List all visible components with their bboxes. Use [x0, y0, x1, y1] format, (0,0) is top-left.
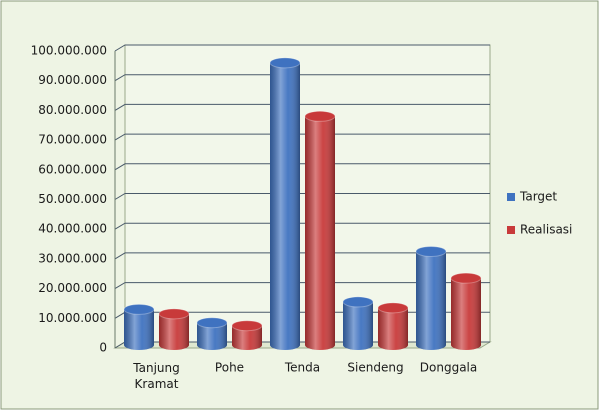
grid-line [114, 252, 490, 260]
y-tick-label: 100.000.000 [31, 44, 107, 58]
bar-top [123, 303, 155, 315]
x-tick-label: Siendeng [347, 361, 403, 375]
y-tick-label: 30.000.000 [38, 251, 107, 265]
bar-shade [270, 62, 300, 350]
bar-shade [378, 307, 408, 350]
legend-label: Realisasi [520, 223, 572, 237]
y-tick-label: 10.000.000 [38, 311, 107, 325]
x-tick-label: Tenda [284, 361, 320, 375]
grid-line [114, 282, 490, 290]
y-tick-label: 70.000.000 [38, 133, 107, 147]
legend-label: Target [519, 190, 557, 204]
grid-line [114, 163, 490, 171]
y-tick-label: 0 [99, 341, 107, 355]
y-tick-label: 60.000.000 [38, 162, 107, 176]
grid-line [114, 103, 490, 111]
bar-top [450, 272, 482, 284]
bar-shade [197, 322, 227, 350]
bar-shade [305, 116, 335, 350]
bar-shade [232, 325, 262, 350]
x-tick-label-line: Tanjung [132, 361, 179, 375]
x-tick-label: Tanjung Kramat [132, 361, 179, 391]
grid-line [114, 133, 490, 141]
bar-top [415, 245, 447, 257]
bar-top [196, 317, 228, 329]
y-tick-label: 20.000.000 [38, 281, 107, 295]
bar-shade [451, 278, 481, 350]
bar-top [304, 110, 336, 122]
grid-line [114, 44, 490, 52]
legend-swatch [507, 226, 515, 234]
bar-shade [124, 309, 154, 350]
y-tick-label: 40.000.000 [38, 222, 107, 236]
legend-swatch [507, 193, 515, 201]
y-tick-label: 90.000.000 [38, 73, 107, 87]
x-tick-label: Donggala [420, 361, 477, 375]
y-tick-label: 80.000.000 [38, 103, 107, 117]
grid-line [114, 222, 490, 230]
x-tick-label: Pohe [215, 361, 244, 375]
bar-top [158, 308, 190, 320]
bar-top [342, 296, 374, 308]
bar-shade [416, 251, 446, 350]
bar-top [231, 320, 263, 332]
bar-shade [343, 301, 373, 350]
grid-line [114, 193, 490, 200]
x-tick-label-line: Kramat [135, 377, 179, 391]
y-tick-label: 50.000.000 [38, 192, 107, 206]
bar-top [377, 302, 409, 314]
grid-line [114, 74, 490, 82]
bar-shade [159, 313, 189, 350]
bar-top [269, 57, 301, 69]
